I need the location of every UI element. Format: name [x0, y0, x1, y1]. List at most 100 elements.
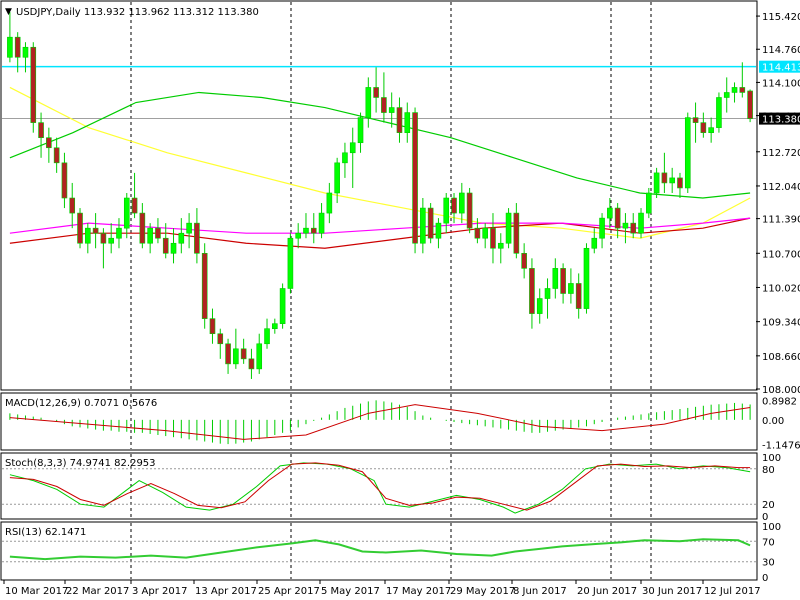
candle-body — [7, 36, 13, 58]
candle-body — [396, 107, 403, 133]
rsi-tick-label: 70 — [762, 537, 775, 548]
date-tick-label: 8 Jun 2017 — [513, 586, 567, 597]
candle-body — [459, 192, 465, 214]
candle-body — [669, 177, 675, 184]
date-tick-label: 10 Mar 2017 — [5, 586, 68, 597]
chart-dropdown-icon[interactable]: ▼ — [5, 7, 12, 17]
candle-body — [529, 268, 535, 314]
rsi-header: RSI(13) 62.1471 — [5, 527, 86, 538]
candle-body — [326, 192, 333, 214]
rsi-line — [9, 538, 751, 561]
candle-body — [233, 348, 239, 365]
candle-body — [653, 172, 660, 194]
candle-body — [310, 227, 317, 234]
macd-tick-label: 0.8982 — [762, 396, 797, 407]
macd-tick-label: 0.00 — [762, 416, 784, 427]
rsi-pane-frame — [0, 521, 758, 581]
rsi-pane — [2, 538, 756, 563]
macd-pane — [9, 400, 751, 445]
stoch-tick-label: 100 — [762, 453, 781, 464]
candle-body — [420, 207, 426, 244]
candle-body — [607, 207, 613, 219]
last-price-label: 113.380 — [762, 115, 800, 126]
candle-body — [14, 36, 21, 58]
date-tick-label: 29 May 2017 — [450, 586, 515, 597]
candle-body — [38, 122, 44, 139]
candle-body — [264, 328, 270, 345]
candle-body — [497, 242, 504, 249]
candle-body — [700, 122, 707, 133]
candle-body — [716, 97, 722, 128]
date-tick-label: 5 May 2017 — [321, 586, 380, 597]
date-tick-label: 3 Apr 2017 — [132, 586, 187, 597]
candle-body — [661, 172, 668, 184]
candle-body — [435, 222, 442, 239]
candle-body — [30, 46, 37, 123]
candle-body — [77, 212, 83, 244]
price-tick-label: 108.000 — [762, 385, 800, 396]
candle-body — [591, 237, 598, 249]
date-tick-label: 22 Mar 2017 — [66, 586, 129, 597]
candle-body — [131, 197, 138, 214]
candle-body — [349, 142, 356, 154]
stoch-tick-label: 80 — [762, 465, 775, 476]
moving-average-line — [9, 91, 751, 199]
candle-body — [723, 92, 730, 98]
date-tick-label: 13 Apr 2017 — [195, 586, 257, 597]
candle-body — [646, 192, 652, 214]
macd-tick-label: -1.1476 — [762, 441, 800, 452]
stoch-tick-label: 0 — [762, 512, 768, 523]
candle-body — [427, 207, 434, 239]
stoch-k-line — [9, 462, 751, 514]
price-tick-label: 111.390 — [762, 215, 800, 226]
date-tick-label: 20 Jun 2017 — [577, 586, 637, 597]
axis-labels: 115.420114.760114.100113.440112.720112.0… — [3, 12, 800, 597]
candle-body — [178, 232, 185, 244]
candle-body — [334, 162, 340, 194]
candle-body — [53, 147, 60, 164]
candle-body — [108, 237, 114, 244]
candle-body — [287, 237, 294, 289]
candle-body — [747, 90, 753, 119]
date-tick-label: 12 Jul 2017 — [704, 586, 761, 597]
candle-body — [614, 207, 621, 229]
candle-body — [544, 288, 551, 299]
candle-body — [365, 87, 372, 118]
price-tick-label: 112.040 — [762, 182, 800, 193]
candle-body — [186, 222, 192, 234]
stoch-header: Stoch(8,3,3) 74.9741 82.2953 — [5, 458, 156, 469]
candle-body — [583, 247, 590, 309]
candle-body — [46, 137, 52, 149]
candle-body — [373, 87, 379, 98]
candle-body — [443, 197, 450, 224]
candle-body — [22, 46, 29, 58]
candle-body — [412, 112, 418, 244]
hline-label-box — [759, 60, 800, 73]
candle-body — [599, 217, 605, 239]
candle-body — [622, 222, 629, 229]
stoch-d-line — [9, 462, 751, 511]
candle-body — [61, 162, 68, 199]
candle-body — [521, 252, 527, 269]
candle-body — [170, 242, 177, 254]
candle-body — [100, 232, 107, 244]
main-header: USDJPY,Daily 113.932 113.962 113.312 113… — [16, 7, 259, 18]
candle-body — [272, 323, 278, 329]
price-tick-label: 110.020 — [762, 283, 800, 294]
price-tick-label: 114.100 — [762, 78, 800, 89]
candle-body — [677, 177, 683, 189]
candle-body — [482, 227, 488, 239]
date-tick-label: 30 Jun 2017 — [642, 586, 702, 597]
candle-body — [155, 227, 161, 239]
candle-body — [295, 232, 301, 239]
candle-body — [318, 212, 325, 234]
stoch-pane-frame — [0, 452, 758, 520]
price-tick-label: 109.340 — [762, 318, 800, 329]
candle-body — [85, 227, 91, 244]
rsi-tick-label: 0 — [762, 573, 768, 584]
stoch-pane — [2, 462, 756, 514]
macd-pane-frame — [0, 392, 758, 451]
candle-body — [116, 227, 122, 239]
date-tick-label: 17 May 2017 — [386, 586, 451, 597]
candle-body — [388, 107, 395, 113]
